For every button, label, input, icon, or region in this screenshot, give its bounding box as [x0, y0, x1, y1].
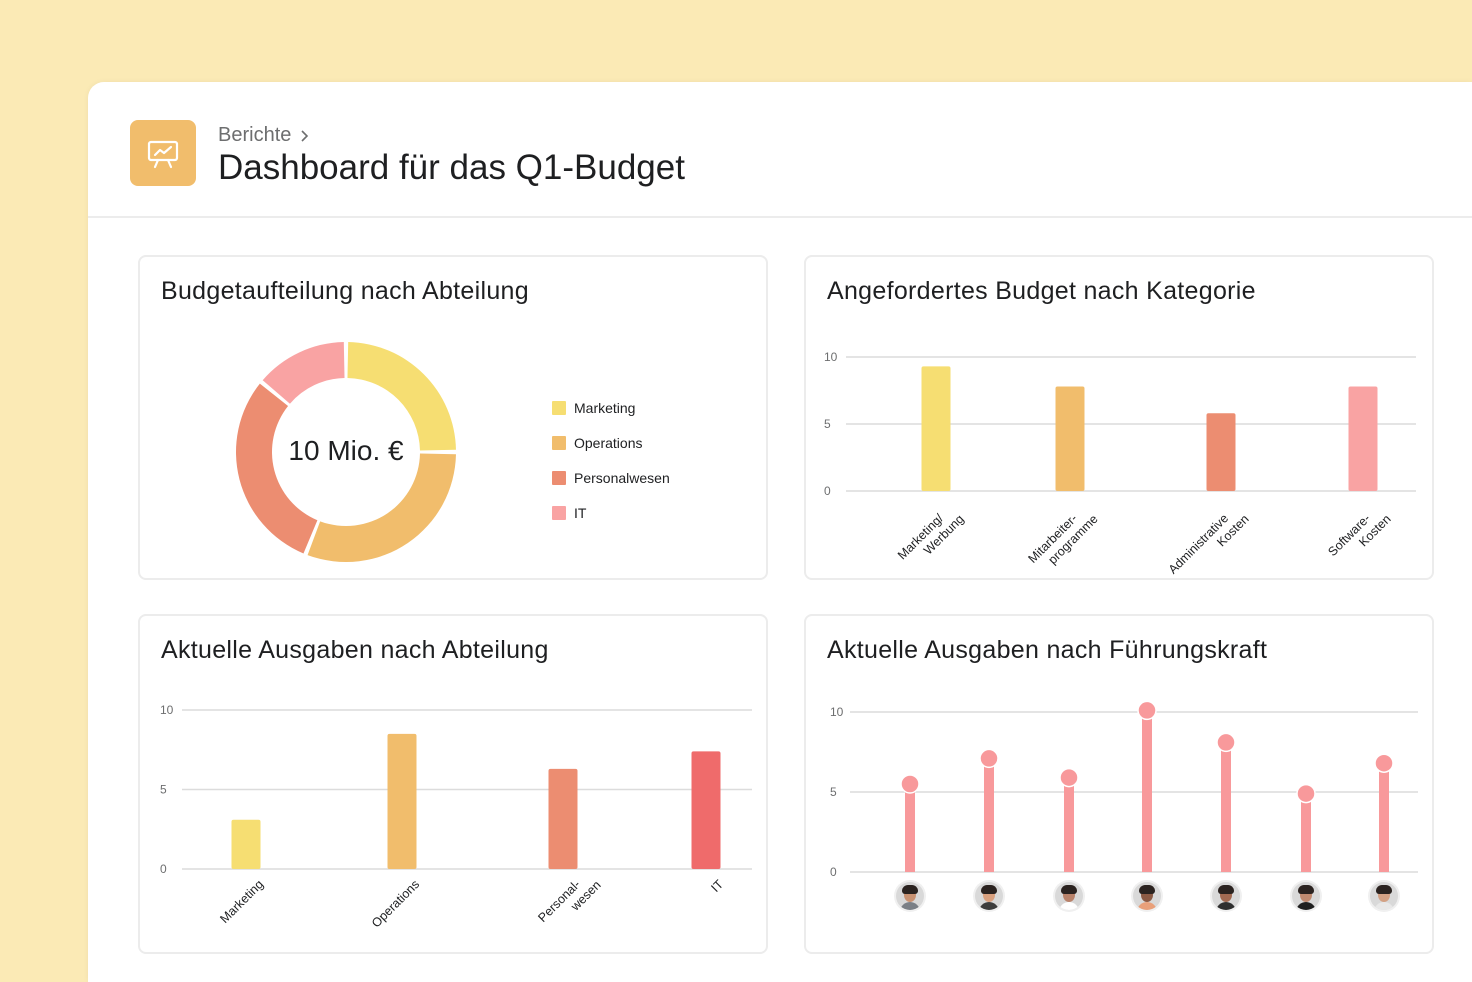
y-tick-label: 0 — [160, 862, 167, 876]
avatar[interactable] — [975, 882, 1003, 910]
bar[interactable] — [691, 751, 721, 869]
avatar[interactable] — [1370, 882, 1398, 910]
donut-center-label: 10 Mio. € — [288, 435, 404, 466]
x-tick-label: Software-Kosten — [1325, 501, 1393, 569]
lollipop-stem[interactable] — [1064, 777, 1074, 872]
y-tick-label: 10 — [160, 703, 174, 717]
y-tick-label: 5 — [830, 785, 837, 799]
legend-item: IT — [552, 495, 670, 530]
legend-swatch — [552, 505, 566, 520]
avatar[interactable] — [1212, 882, 1240, 910]
breadcrumb-link-berichte[interactable]: Berichte — [218, 124, 292, 146]
lollipop-head[interactable] — [1216, 732, 1236, 753]
y-tick-label: 0 — [830, 865, 837, 879]
y-tick-label: 5 — [824, 417, 831, 431]
lollipop-chart: 0 5 10 — [830, 700, 1418, 879]
x-tick-label: Operations — [369, 877, 422, 930]
avatar[interactable] — [1133, 882, 1161, 910]
bar[interactable] — [548, 768, 578, 869]
lollipop-stem[interactable] — [984, 758, 994, 872]
x-tick-label: Marketing — [217, 877, 266, 926]
legend-item: Personalwesen — [552, 460, 670, 495]
avatar[interactable] — [896, 882, 924, 910]
lollipop-head[interactable] — [1374, 753, 1394, 773]
legend-swatch — [552, 400, 566, 415]
chevron-right-icon — [301, 129, 309, 142]
donut-slice-marketing[interactable] — [347, 342, 456, 451]
current-by-lead-card[interactable]: Aktuelle Ausgaben nach Führungskraft 0 5 1… — [804, 614, 1434, 954]
y-tick-label: 10 — [830, 705, 844, 719]
avatar[interactable] — [1292, 882, 1320, 910]
current-by-department-card[interactable]: Aktuelle Ausgaben nach Abteilung 0 5 10 Mar… — [138, 614, 768, 954]
donut-chart — [236, 342, 456, 562]
bar[interactable] — [231, 819, 261, 869]
x-tick-label: Marketing/Werbung — [895, 501, 967, 573]
requested-budget-card[interactable]: Angefordertes Budget nach Kategorie 0 5 10… — [804, 255, 1434, 580]
donut-slice-operations[interactable] — [307, 453, 456, 562]
legend-item: Operations — [552, 425, 670, 460]
chart-legend: Marketing Operations Personalwesen IT — [552, 390, 670, 530]
legend-label: Operations — [574, 434, 643, 451]
page-title: Dashboard für das Q1-Budget — [218, 148, 685, 187]
lollipop-head[interactable] — [900, 774, 920, 794]
card-title: Aktuelle Ausgaben nach Führungskraft — [827, 636, 1268, 664]
lollipop-stem[interactable] — [1221, 742, 1231, 872]
lollipop-stem[interactable] — [1301, 793, 1311, 872]
bar[interactable] — [387, 733, 417, 869]
lollipop-head[interactable] — [1296, 783, 1316, 804]
legend-label: Marketing — [574, 399, 636, 416]
y-tick-label: 0 — [824, 484, 831, 498]
bar[interactable] — [1055, 386, 1085, 491]
lollipop-head[interactable] — [1059, 767, 1079, 788]
card-title: Aktuelle Ausgaben nach Abteilung — [161, 636, 549, 664]
card-title: Budgetaufteilung nach Abteilung — [161, 277, 529, 305]
legend-label: Personalwesen — [574, 469, 670, 486]
card-title: Angefordertes Budget nach Kategorie — [827, 277, 1256, 305]
legend-swatch — [552, 470, 566, 485]
bar-chart: 0 5 10 Marketing Operations Personal-wesen IT — [160, 703, 752, 935]
app-window: Berichte Dashboard für das Q1-Budget Bud… — [88, 82, 1472, 982]
budget-split-card[interactable]: Budgetaufteilung nach Abteilung 10 Mio. … — [138, 255, 768, 580]
bar-chart: 0 5 10 Marketing/Werbung Mitarbeiter-program… — [824, 350, 1416, 582]
presentation-chart-icon — [130, 120, 196, 186]
bar[interactable] — [1348, 386, 1378, 491]
donut-slice-personalwesen[interactable] — [236, 383, 318, 554]
x-tick-label: Mitarbeiter-programme — [1026, 501, 1101, 576]
bar[interactable] — [1206, 413, 1236, 491]
x-tick-label: IT — [708, 877, 726, 895]
bar[interactable] — [921, 366, 951, 491]
legend-label: IT — [574, 504, 587, 521]
avatar[interactable] — [1055, 882, 1083, 910]
breadcrumb[interactable]: Berichte — [218, 124, 309, 147]
y-tick-label: 10 — [824, 350, 838, 364]
legend-item: Marketing — [552, 390, 670, 425]
lollipop-stem[interactable] — [1379, 763, 1389, 872]
donut-slice-it[interactable] — [262, 342, 345, 404]
legend-swatch — [552, 435, 566, 450]
page-header: Berichte Dashboard für das Q1-Budget — [88, 82, 1472, 218]
lollipop-stem[interactable] — [905, 784, 915, 872]
x-tick-label: AdministrativeKosten — [1166, 501, 1252, 582]
lollipop-head[interactable] — [979, 748, 999, 769]
y-tick-label: 5 — [160, 783, 167, 797]
lollipop-stem[interactable] — [1142, 710, 1152, 872]
x-tick-label: Personal-wesen — [535, 867, 603, 935]
lollipop-head[interactable] — [1137, 700, 1157, 721]
